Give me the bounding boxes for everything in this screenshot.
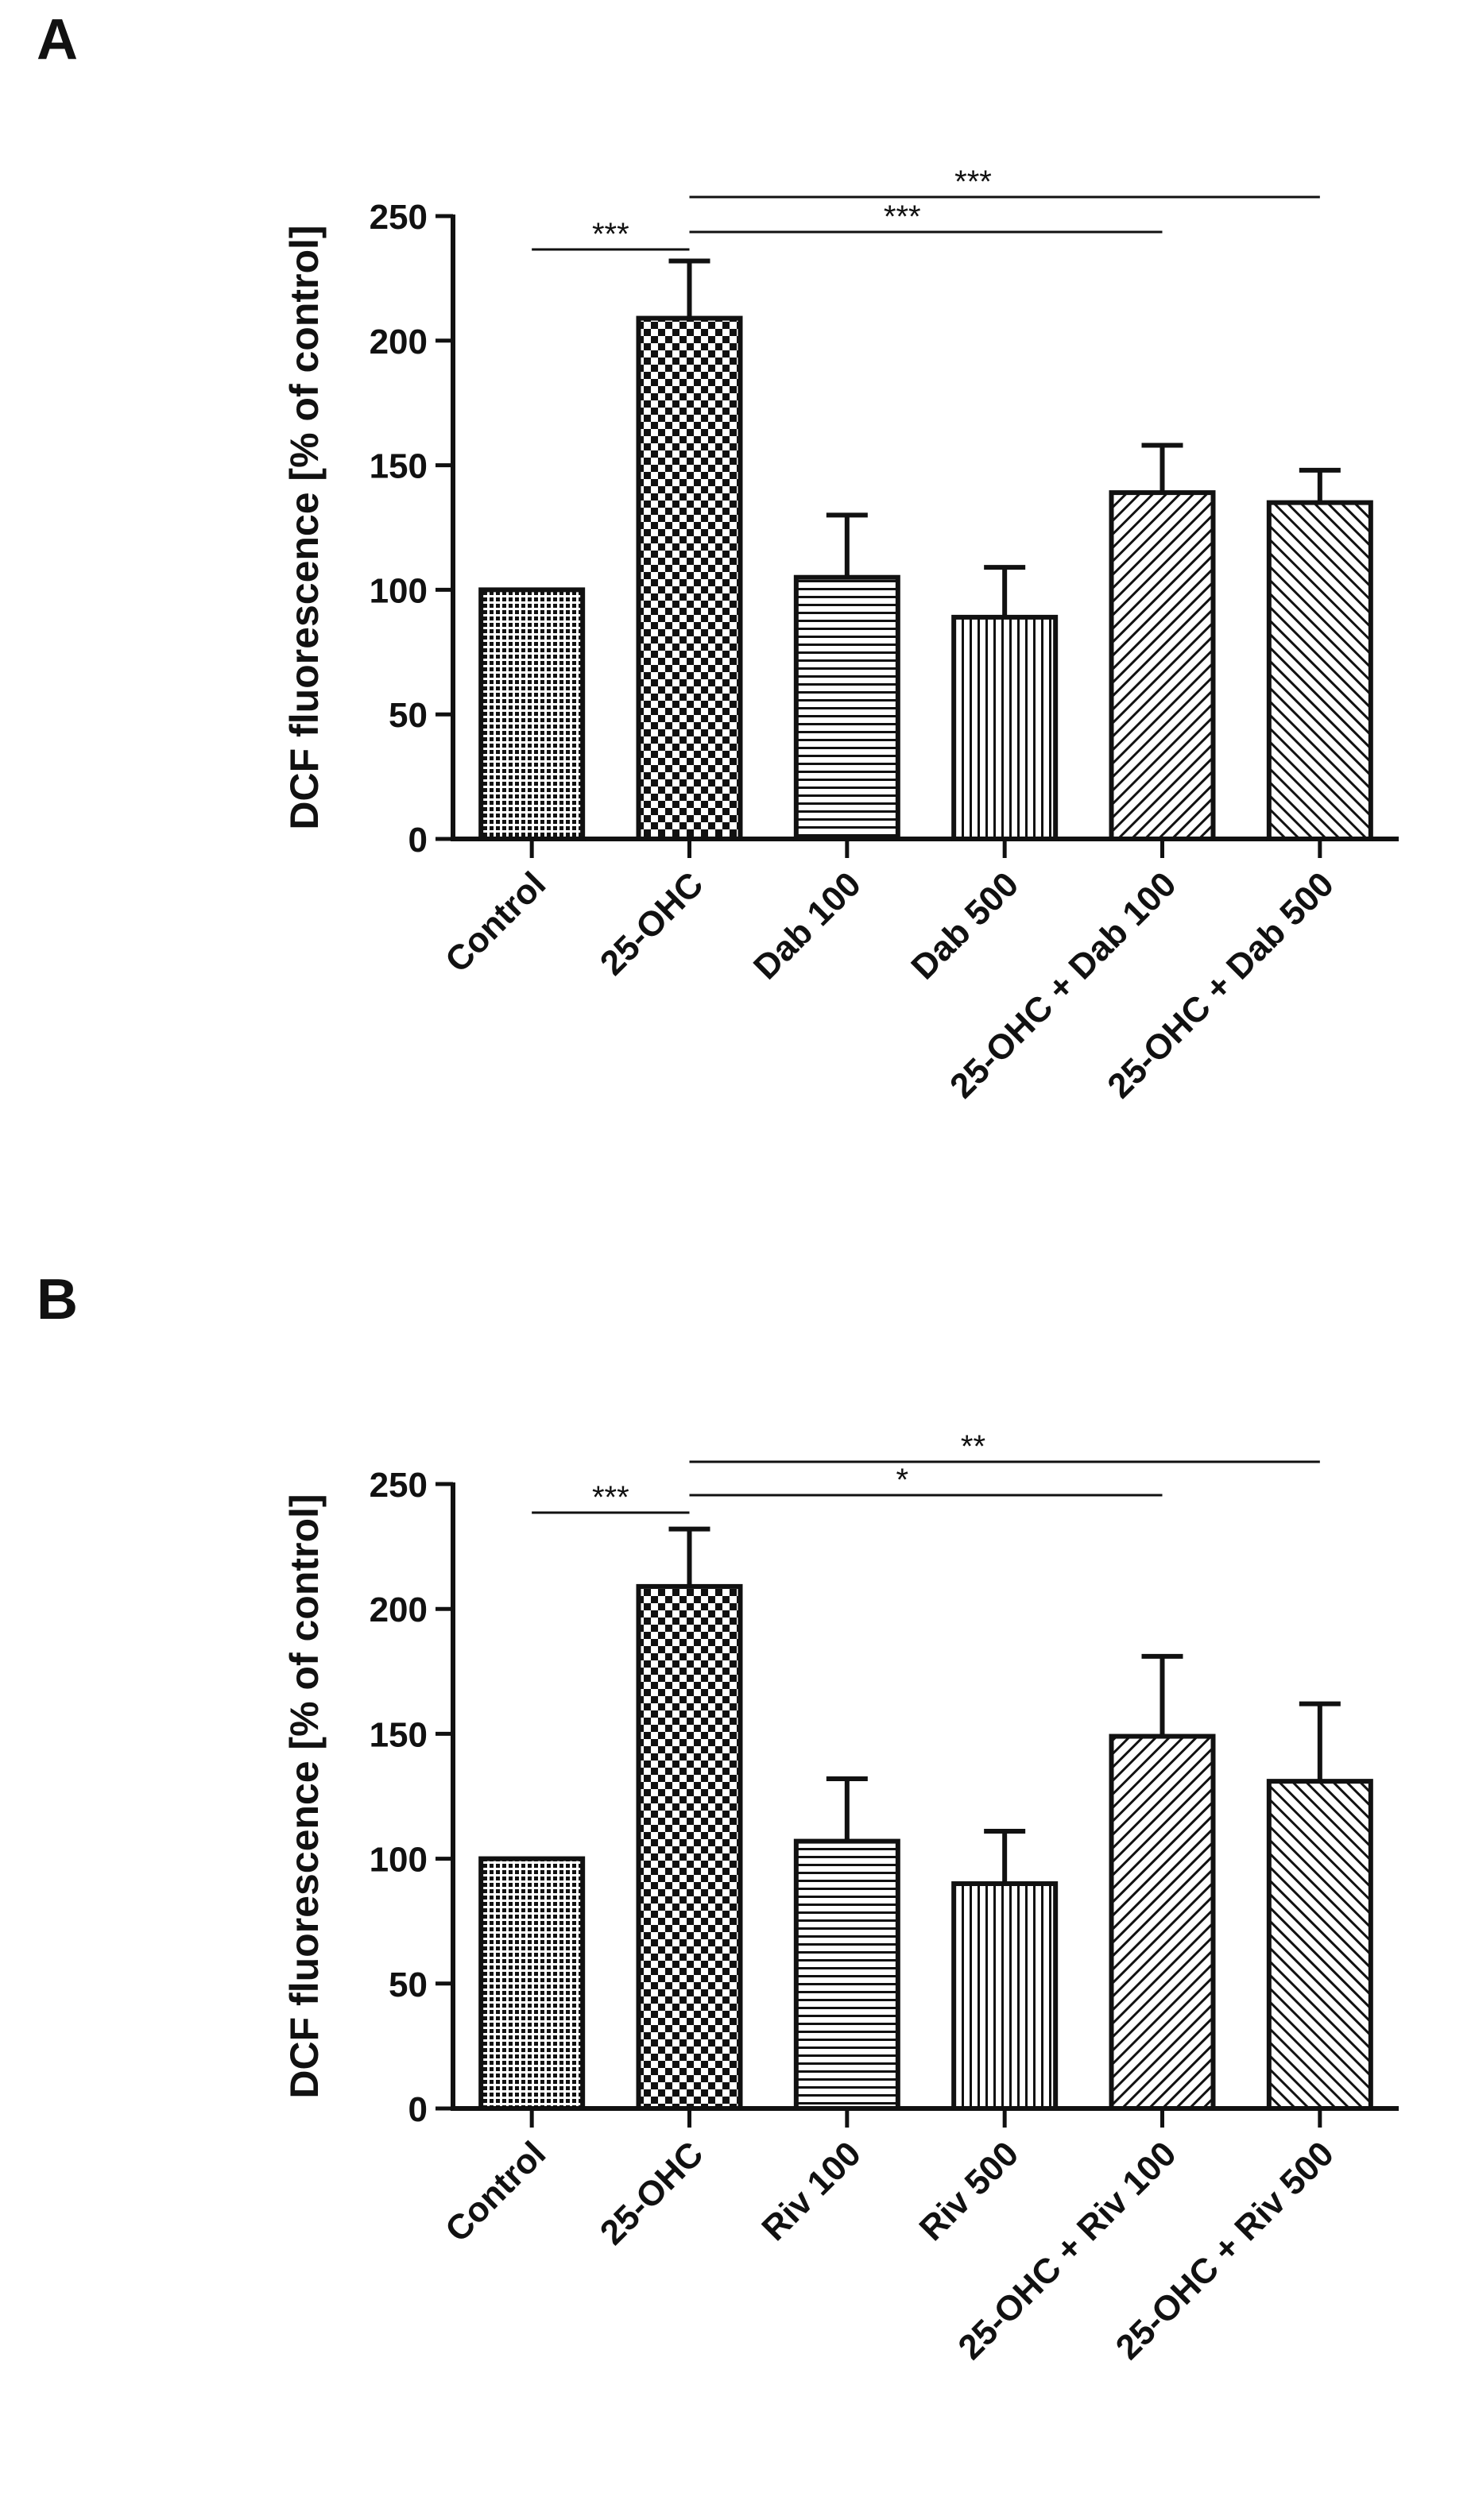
x-tick-label: Control — [438, 864, 553, 980]
bar-chart-a: 0 50 100 150 200 250 DCF fluorescence [% of co… — [282, 164, 1399, 1106]
x-tick-label: 25-OHC — [593, 2134, 711, 2252]
y-tick-label: 0 — [408, 2090, 428, 2129]
panel-label-b: B — [37, 1268, 78, 1332]
significance-label: ** — [961, 1429, 985, 1464]
bar-0 — [478, 1856, 586, 2111]
bar-2 — [793, 1838, 900, 2111]
chart-panel-a: A 0 50 100 150 200 250 DCF fluorescence [% of … — [37, 8, 1399, 1106]
bar-3 — [951, 614, 1059, 841]
significance-label: *** — [592, 1480, 629, 1515]
y-tick-label: 0 — [408, 821, 428, 860]
panel-label-a: A — [37, 8, 78, 72]
bar-1 — [636, 315, 743, 841]
bar-1 — [636, 1583, 743, 2111]
x-tick-label: Dab 100 — [746, 864, 869, 987]
chart-panel-b: B 0 50 100 150 200 250 DCF fluorescence [% of … — [0, 1260, 1475, 2520]
y-tick-label: 200 — [370, 1590, 428, 1629]
y-tick-label: 50 — [389, 1965, 428, 2004]
x-tick-label: 25-OHC — [593, 864, 711, 983]
y-tick-label: 250 — [370, 198, 428, 237]
bar-4 — [1109, 1733, 1216, 2111]
x-tick-label: Riv 100 — [754, 2134, 869, 2248]
bar-4 — [1109, 490, 1216, 841]
bar-0 — [478, 587, 586, 842]
y-tick-label: 150 — [370, 1715, 428, 1754]
bar-5 — [1266, 1779, 1373, 2111]
y-tick-label: 200 — [370, 323, 428, 361]
bar-5 — [1266, 500, 1373, 841]
y-tick-label: 100 — [370, 1841, 428, 1880]
y-axis-label: DCF fluorescence [% of control] — [282, 1494, 327, 2098]
bar-3 — [951, 1881, 1059, 2111]
significance-label: *** — [884, 199, 921, 234]
bar-2 — [793, 574, 900, 841]
significance-label: *** — [954, 164, 992, 199]
y-tick-label: 50 — [389, 696, 428, 735]
x-tick-label: Dab 500 — [904, 864, 1026, 987]
significance-label: * — [896, 1463, 908, 1498]
y-tick-label: 250 — [370, 1466, 428, 1505]
y-axis-label: DCF fluorescence [% of control] — [282, 225, 327, 829]
x-tick-label: Riv 500 — [912, 2134, 1027, 2248]
y-tick-label: 150 — [370, 447, 428, 486]
y-tick-label: 100 — [370, 571, 428, 610]
significance-label: *** — [592, 217, 629, 252]
x-tick-label: Control — [438, 2134, 553, 2249]
bar-chart-b: 0 50 100 150 200 250 DCF fluorescence [% of co… — [282, 1429, 1399, 2367]
